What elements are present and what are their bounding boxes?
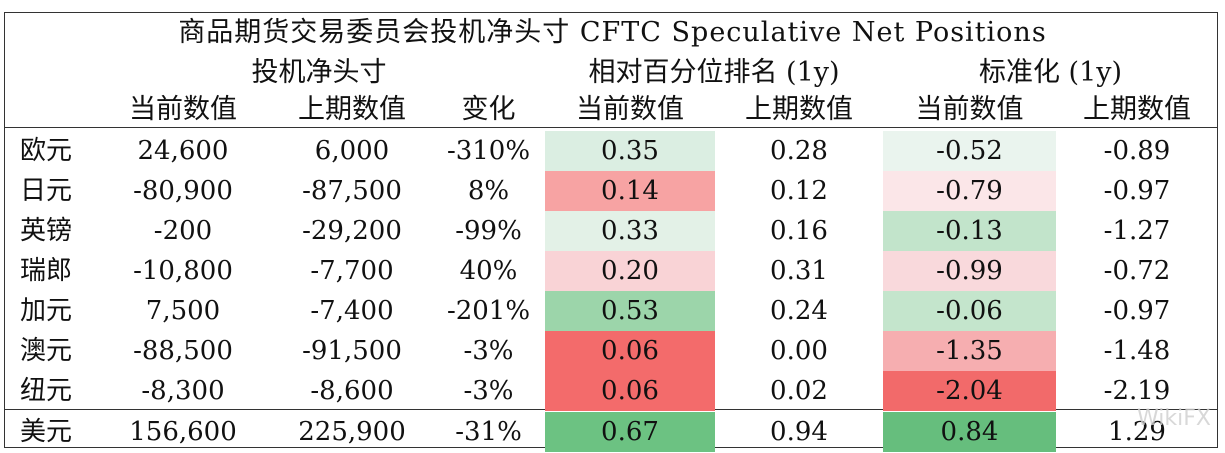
watermark-logo: WikiFX — [1137, 406, 1211, 431]
cell-std-cur: -0.99 — [883, 251, 1056, 291]
cell-chg: -99% — [455, 216, 522, 246]
cell-chg: -3% — [463, 376, 514, 406]
cell-prev: -91,500 — [302, 336, 402, 366]
cell-std-prev: -1.48 — [1103, 336, 1171, 366]
column-header: 变化 — [461, 94, 516, 125]
cell-rank-prev: 0.12 — [770, 176, 828, 206]
cell-std-cur: -0.79 — [883, 171, 1056, 211]
table-title: 商品期货交易委员会投机净头寸 CFTC Speculative Net Posi… — [178, 17, 1047, 48]
table-row: 瑞郎 -10,800 -7,700 40% 0.20 0.31 -0.99 -0.72 — [4, 251, 1218, 291]
cell-std-prev: -2.19 — [1103, 376, 1171, 406]
cell-cur: 7,500 — [145, 296, 221, 326]
table-row: 日元 -80,900 -87,500 8% 0.14 0.12 -0.79 -0.97 — [4, 171, 1218, 211]
cell-std-cur: -0.13 — [883, 211, 1056, 251]
cell-std-cur: -0.52 — [883, 131, 1056, 171]
column-header: 当前数值 — [915, 94, 1024, 125]
column-header: 当前数值 — [576, 94, 684, 125]
table-row: 欧元 24,600 6,000 -310% 0.35 0.28 -0.52 -0.89 — [4, 131, 1218, 171]
cell-chg: 8% — [467, 176, 510, 206]
group-net-positions: 投机净头寸 — [251, 57, 387, 88]
cell-std-prev: 1.29 — [1108, 417, 1166, 447]
cell-std-cur: -0.06 — [883, 291, 1056, 331]
cell-prev: -7,400 — [310, 296, 394, 326]
cell-rank-prev: 0.28 — [770, 136, 828, 166]
cell-prev: 225,900 — [298, 417, 406, 447]
cell-std-cur: -1.35 — [883, 331, 1056, 371]
cell-rank-prev: 0.24 — [770, 296, 828, 326]
cell-std-prev: -0.89 — [1103, 136, 1171, 166]
column-header: 上期数值 — [745, 94, 853, 125]
cell-rank-prev: 0.31 — [770, 256, 828, 286]
column-header: 上期数值 — [298, 94, 406, 125]
cell-cur: -10,800 — [133, 256, 233, 286]
row-label: 日元 — [20, 176, 73, 206]
cell-rank-prev: 0.02 — [770, 376, 828, 406]
cell-rank-cur: 0.67 — [545, 412, 715, 452]
cell-cur: -200 — [153, 216, 213, 246]
cell-rank-prev: 0.00 — [770, 336, 828, 366]
cell-chg: -201% — [446, 296, 531, 326]
cell-chg: -3% — [463, 336, 514, 366]
cell-rank-cur: 0.06 — [545, 331, 715, 371]
row-label: 澳元 — [20, 336, 73, 366]
cell-rank-cur: 0.14 — [545, 171, 715, 211]
cell-prev: -7,700 — [310, 256, 394, 286]
table-row: 美元 156,600 225,900 -31% 0.67 0.94 0.84 1.29 — [4, 412, 1218, 452]
row-label: 欧元 — [20, 136, 73, 166]
row-label: 纽元 — [20, 376, 73, 406]
row-label: 瑞郎 — [20, 256, 73, 286]
cell-cur: -80,900 — [133, 176, 233, 206]
cell-rank-prev: 0.16 — [770, 216, 828, 246]
cell-prev: -87,500 — [302, 176, 402, 206]
column-header: 当前数值 — [129, 94, 237, 125]
table-row: 加元 7,500 -7,400 -201% 0.53 0.24 -0.06 -0.97 — [4, 291, 1218, 331]
cell-chg: 40% — [459, 256, 518, 286]
cell-cur: 156,600 — [129, 417, 237, 447]
row-label: 加元 — [20, 296, 73, 326]
group-percentile-rank: 相对百分位排名 (1y) — [588, 57, 840, 88]
cell-rank-cur: 0.06 — [545, 371, 715, 411]
cell-cur: -88,500 — [133, 336, 233, 366]
cell-rank-prev: 0.94 — [770, 417, 828, 447]
cell-rank-cur: 0.35 — [545, 131, 715, 171]
row-label: 英镑 — [20, 216, 73, 246]
cell-std-cur: -2.04 — [883, 371, 1056, 411]
row-label: 美元 — [20, 417, 73, 447]
table-row: 纽元 -8,300 -8,600 -3% 0.06 0.02 -2.04 -2.19 — [4, 371, 1218, 411]
table-row: 澳元 -88,500 -91,500 -3% 0.06 0.00 -1.35 -1.48 — [4, 331, 1218, 371]
cell-cur: -8,300 — [141, 376, 225, 406]
cell-rank-cur: 0.33 — [545, 211, 715, 251]
cell-prev: 6,000 — [314, 136, 390, 166]
cell-chg: -310% — [446, 136, 531, 166]
header-divider — [4, 127, 1218, 128]
cell-prev: -29,200 — [302, 216, 402, 246]
cell-std-cur: 0.84 — [883, 412, 1056, 452]
table-row: 英镑 -200 -29,200 -99% 0.33 0.16 -0.13 -1.27 — [4, 211, 1218, 251]
cell-cur: 24,600 — [137, 136, 229, 166]
group-standardized: 标准化 (1y) — [978, 57, 1123, 88]
cell-rank-cur: 0.20 — [545, 251, 715, 291]
cell-prev: -8,600 — [310, 376, 394, 406]
column-header: 上期数值 — [1083, 94, 1191, 125]
cell-chg: -31% — [455, 417, 522, 447]
cell-std-prev: -0.97 — [1103, 176, 1171, 206]
cell-std-prev: -0.72 — [1103, 256, 1171, 286]
cell-std-prev: -0.97 — [1103, 296, 1171, 326]
cell-rank-cur: 0.53 — [545, 291, 715, 331]
cell-std-prev: -1.27 — [1103, 216, 1171, 246]
